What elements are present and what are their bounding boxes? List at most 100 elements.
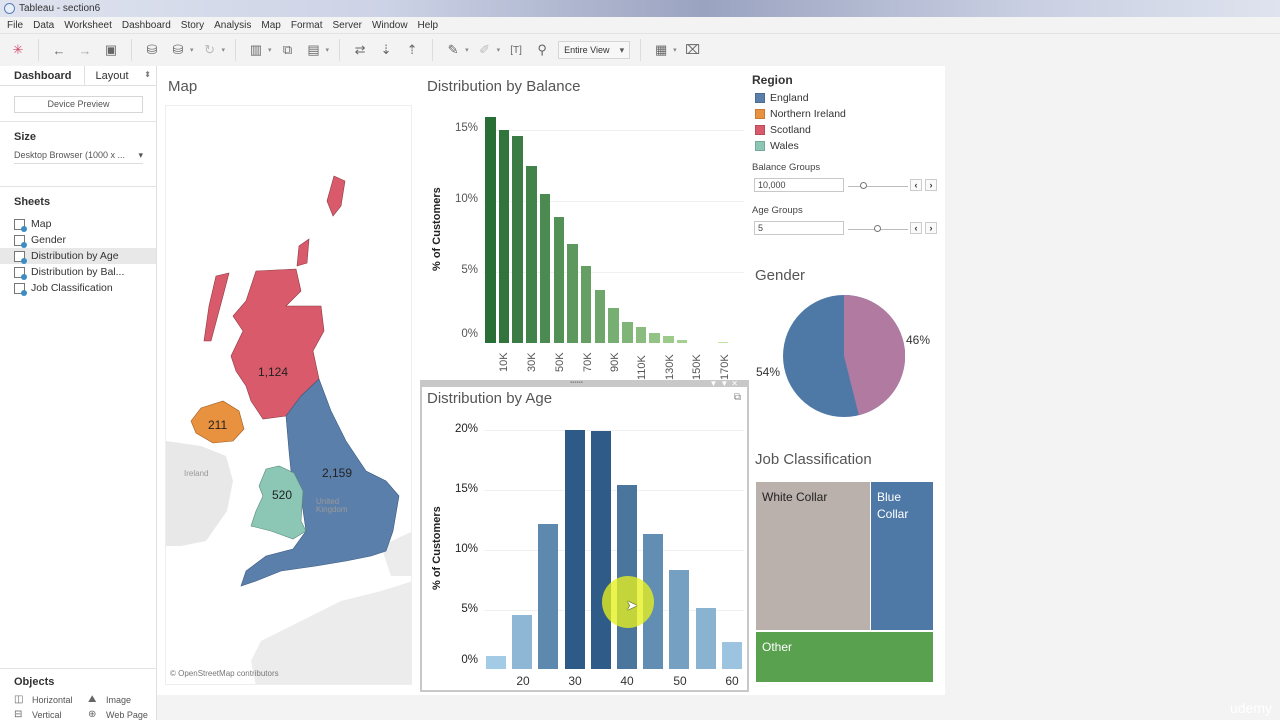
sort-descending-icon[interactable]: ⇡	[406, 42, 418, 57]
balance-decrement-button[interactable]: ‹	[910, 179, 922, 191]
treemap-white-collar[interactable]: White Collar	[756, 482, 870, 630]
sort-ascending-icon[interactable]: ⇣	[380, 42, 392, 57]
object-vertical[interactable]: ⊟ Vertical	[14, 709, 88, 720]
refresh-dropdown-icon[interactable]: ▾	[221, 47, 226, 54]
menu-file[interactable]: File	[7, 20, 24, 31]
balance-bar[interactable]	[498, 130, 510, 343]
menu-window[interactable]: Window	[371, 20, 408, 31]
age-decrement-button[interactable]: ‹	[910, 222, 922, 234]
age-groups-input[interactable]: 5	[754, 221, 844, 235]
clear-dropdown-icon[interactable]: ▾	[325, 47, 330, 54]
object-web-page[interactable]: ⊕ Web Page	[88, 709, 162, 720]
age-bar[interactable]	[538, 524, 559, 669]
legend-item-england[interactable]: England	[755, 92, 809, 104]
tableau-app-icon	[4, 3, 15, 14]
highlight-icon[interactable]: ✎	[447, 42, 459, 57]
drag-handle[interactable]: ▪▪▪▪▪▪	[570, 380, 583, 386]
sheet-item-gender[interactable]: Gender	[0, 232, 156, 248]
device-preview-button[interactable]: Device Preview	[14, 96, 143, 113]
legend-item-wales[interactable]: Wales	[755, 140, 799, 152]
duplicate-sheet-icon[interactable]: ⧉	[282, 42, 293, 57]
tab-layout[interactable]: Layout	[84, 66, 156, 85]
balance-bar[interactable]	[580, 266, 592, 343]
age-slider-knob[interactable]	[874, 225, 881, 232]
sheet-item-distribution-by-age[interactable]: Distribution by Age	[0, 248, 156, 264]
show-me-icon[interactable]: ▦	[654, 42, 668, 57]
balance-increment-button[interactable]: ›	[925, 179, 937, 191]
menu-data[interactable]: Data	[33, 20, 55, 31]
balance-slider-knob[interactable]	[860, 182, 867, 189]
balance-bar[interactable]	[622, 321, 633, 343]
balance-bar[interactable]	[594, 290, 606, 343]
save-icon[interactable]: ▣	[104, 42, 118, 57]
sheet-item-job-classification[interactable]: Job Classification	[0, 280, 156, 296]
new-worksheet-dropdown-icon[interactable]: ▾	[268, 47, 272, 54]
balance-bar[interactable]	[526, 165, 537, 343]
map-view[interactable]: 1,124 211 2,159 520 Ireland United Kingd…	[165, 105, 412, 685]
swap-icon[interactable]: ⇄	[354, 42, 366, 57]
balance-groups-input[interactable]: 10,000	[754, 178, 844, 192]
menu-format[interactable]: Format	[290, 20, 323, 31]
treemap-other[interactable]: Other	[756, 632, 933, 682]
menu-worksheet[interactable]: Worksheet	[64, 20, 112, 31]
clear-sheet-icon[interactable]: ▤	[307, 42, 320, 57]
age-bar[interactable]	[721, 641, 742, 669]
pin-icon[interactable]: ⚲	[537, 42, 547, 57]
legend-item-northern-ireland[interactable]: Northern Ireland	[755, 108, 846, 120]
sheet-item-map[interactable]: Map	[0, 216, 156, 232]
frame-controls[interactable]: ▼▼✕	[709, 379, 741, 388]
menu-server[interactable]: Server	[332, 20, 362, 31]
menu-story[interactable]: Story	[180, 20, 205, 31]
object-image[interactable]: ⛰ Image	[88, 694, 162, 705]
balance-bar[interactable]	[717, 342, 729, 343]
new-datasource-icon[interactable]: ⛁	[146, 42, 158, 57]
balance-bar[interactable]	[485, 117, 496, 343]
popout-icon[interactable]: ⧉	[733, 392, 741, 403]
tab-dashboard[interactable]: Dashboard	[14, 70, 72, 82]
presentation-icon[interactable]: ⌧	[685, 42, 701, 57]
age-bar[interactable]	[590, 431, 611, 669]
age-bar[interactable]	[486, 655, 506, 669]
size-select[interactable]: Desktop Browser (1000 x ...	[14, 150, 143, 164]
fit-select[interactable]: Entire View	[558, 41, 631, 59]
balance-bar[interactable]	[539, 193, 551, 343]
balance-bar[interactable]	[663, 335, 674, 343]
labels-icon[interactable]: [T]	[510, 44, 522, 56]
highlight-dropdown-icon[interactable]: ▾	[465, 47, 469, 54]
sheet-item-distribution-by-balance[interactable]: Distribution by Bal...	[0, 264, 156, 280]
tableau-logo-icon[interactable]: ✳	[12, 42, 24, 57]
balance-bar[interactable]	[608, 307, 619, 343]
forward-icon[interactable]: →	[78, 42, 92, 58]
annotate-dropdown-icon[interactable]: ▾	[496, 47, 501, 54]
menu-analysis[interactable]: Analysis	[214, 20, 252, 31]
age-bar[interactable]	[669, 569, 690, 669]
menu-dashboard[interactable]: Dashboard	[121, 20, 171, 31]
balance-bar[interactable]	[553, 216, 564, 343]
refresh-icon[interactable]: ↻	[204, 42, 215, 57]
show-me-dropdown-icon[interactable]: ▾	[673, 47, 677, 54]
pause-updates-icon[interactable]: ⛁	[172, 42, 184, 57]
age-bar[interactable]	[695, 608, 716, 669]
balance-bar[interactable]	[512, 135, 523, 343]
age-bar[interactable]	[564, 430, 585, 669]
object-horizontal[interactable]: ◫ Horizontal	[14, 694, 88, 705]
menu-map[interactable]: Map	[261, 20, 281, 31]
balance-bar[interactable]	[649, 333, 660, 343]
annotate-icon[interactable]: ✐	[479, 42, 491, 57]
treemap-blue-collar[interactable]: Blue Collar	[871, 482, 933, 630]
cursor-highlight	[602, 576, 654, 628]
legend-item-scotland[interactable]: Scotland	[755, 124, 811, 136]
divider	[0, 121, 156, 122]
balance-bar[interactable]	[567, 243, 578, 343]
menu-help[interactable]: Help	[417, 20, 439, 31]
pause-dropdown-icon[interactable]: ▾	[190, 47, 194, 54]
back-icon[interactable]: ←	[52, 42, 66, 58]
balance-bar[interactable]	[676, 340, 688, 343]
balance-bar[interactable]	[635, 327, 647, 343]
balance-slider-track[interactable]	[848, 186, 908, 187]
gender-pie[interactable]	[783, 295, 905, 417]
new-worksheet-icon[interactable]: ▥	[249, 42, 263, 57]
england-count: 2,159	[322, 466, 353, 480]
age-increment-button[interactable]: ›	[925, 222, 937, 234]
age-bar[interactable]	[512, 615, 533, 669]
